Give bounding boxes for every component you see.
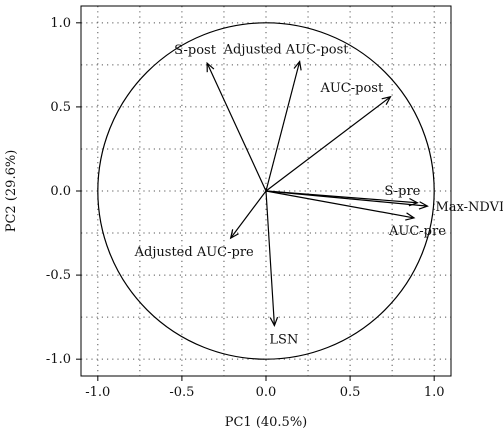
unit-circle xyxy=(97,22,435,360)
vector-label: S-post xyxy=(174,43,217,58)
vector-label: LSN xyxy=(269,333,298,348)
vector-lsn: LSN xyxy=(265,190,298,348)
x-axis-title: PC1 (40.5%) xyxy=(225,415,308,430)
vector-line xyxy=(265,190,428,207)
vector-max-ndvi: Max-NDVI xyxy=(265,190,503,215)
arrow-head xyxy=(405,212,416,221)
arrow-head xyxy=(293,60,302,71)
x-tick-label: -0.5 xyxy=(169,385,194,400)
vector-line xyxy=(265,190,415,219)
y-tick-label: 1.0 xyxy=(50,16,71,31)
vector-label: Adjusted AUC-post xyxy=(223,43,350,58)
loading-vectors: S-post Adjusted AUC-post AUC-post S-pre Max-… xyxy=(134,43,503,348)
arrow-head xyxy=(206,61,215,73)
vector-label: AUC-post xyxy=(319,81,384,96)
vector-auc-post: AUC-post xyxy=(265,81,392,192)
y-tick-label: 0.5 xyxy=(50,100,71,115)
vector-line xyxy=(265,96,391,192)
arrow-head xyxy=(381,95,392,105)
vector-adjusted-auc-pre: Adjusted AUC-pre xyxy=(134,190,267,260)
y-tick-label: -0.5 xyxy=(46,268,71,283)
vector-label: AUC-pre xyxy=(388,224,446,239)
y-axis-title: PC2 (29.6%) xyxy=(4,150,19,233)
vector-auc-pre: AUC-pre xyxy=(265,190,446,239)
vector-line xyxy=(230,190,267,239)
y-tick-label: 0.0 xyxy=(50,184,71,199)
x-tick-label: 0.5 xyxy=(340,385,361,400)
vector-line xyxy=(265,190,276,326)
vector-s-post: S-post xyxy=(174,43,267,192)
vector-line xyxy=(265,61,301,192)
vector-adjusted-auc-post: Adjusted AUC-post xyxy=(223,43,350,192)
axis-ticks: -1.0 -0.5 0.0 0.5 1.0 -1.0 -0.5 0.0 0.5 1.0 xyxy=(46,16,445,400)
x-tick-label: -1.0 xyxy=(85,385,110,400)
x-tick-label: 1.0 xyxy=(424,385,445,400)
x-tick-label: 0.0 xyxy=(256,385,277,400)
vector-line xyxy=(206,62,267,192)
vector-label: Adjusted AUC-pre xyxy=(134,245,254,260)
vector-label: Max-NDVI xyxy=(435,200,503,215)
vector-label: S-pre xyxy=(384,184,420,199)
y-tick-label: -1.0 xyxy=(46,352,71,367)
arrow-head xyxy=(418,201,429,210)
arrow-head xyxy=(269,316,279,328)
arrow-head xyxy=(229,229,239,240)
